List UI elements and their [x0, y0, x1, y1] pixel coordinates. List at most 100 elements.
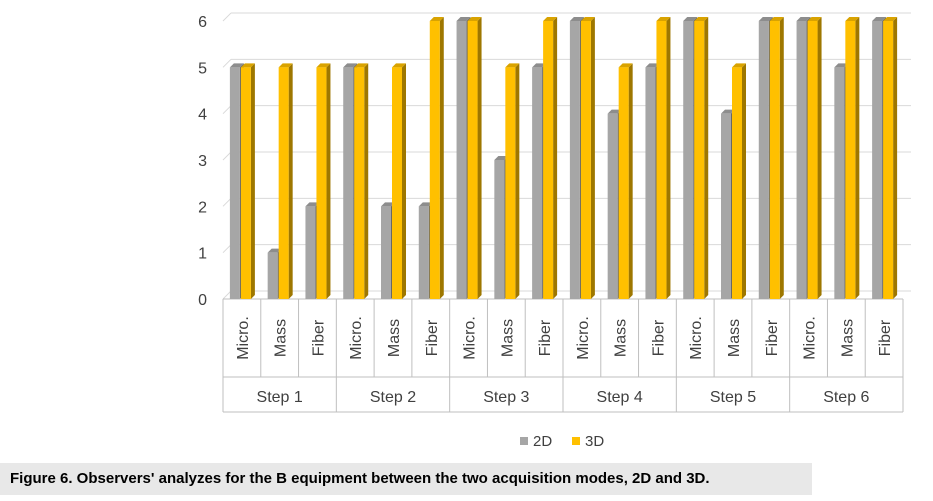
bar-2d — [721, 113, 731, 300]
bar-top — [645, 63, 660, 68]
x-tick-label: Fiber — [650, 319, 667, 356]
bar-2d — [229, 67, 240, 299]
bar-3d — [694, 21, 705, 299]
bar-2d — [343, 67, 354, 299]
group-label: Step 2 — [370, 389, 416, 406]
y-tick-label: 1 — [198, 246, 207, 263]
legend-label-3d: 3D — [585, 433, 604, 450]
bar-top — [618, 63, 633, 68]
bar-side — [666, 17, 671, 299]
x-tick-label: Micro. — [575, 316, 592, 360]
bar-side — [364, 63, 369, 300]
bar-2d — [683, 21, 694, 299]
bar-side — [288, 63, 293, 300]
bar-side — [742, 63, 746, 300]
bar-2d — [456, 21, 467, 299]
x-tick-label: Fiber — [424, 319, 441, 356]
legend-swatch-2d — [520, 437, 528, 445]
x-tick-label: Mass — [386, 319, 403, 357]
bar-top — [381, 202, 395, 207]
bar-2d — [607, 113, 618, 300]
bar-3d — [392, 67, 402, 299]
bar-side — [326, 63, 331, 300]
bar-3d — [580, 21, 591, 299]
bar-3d — [656, 21, 667, 299]
x-tick-label: Mass — [839, 319, 856, 357]
bar-2d — [834, 67, 845, 299]
bar-top — [580, 17, 595, 21]
bar-2d — [494, 160, 505, 299]
bar-top — [467, 17, 482, 21]
bar-top — [456, 17, 471, 21]
bar-top — [494, 156, 509, 160]
y-tick-label: 5 — [198, 60, 207, 77]
bar-top — [429, 17, 444, 21]
bar-3d — [883, 21, 894, 299]
bar-top — [769, 17, 784, 21]
bar-side — [553, 17, 558, 299]
bar-2d — [796, 21, 807, 299]
bar-3d — [505, 67, 516, 299]
bar-side — [628, 63, 633, 300]
gridline-diag — [222, 58, 232, 68]
x-tick-label: Mass — [613, 319, 630, 357]
y-tick-label: 6 — [198, 14, 207, 31]
bar-3d — [278, 67, 289, 299]
bar-top — [418, 202, 433, 207]
x-tick-label: Micro. — [348, 316, 365, 360]
gridline-diag — [222, 105, 232, 115]
x-tick-label: Mass — [726, 319, 743, 357]
bar-top — [343, 63, 358, 68]
y-tick-label: 3 — [198, 153, 207, 170]
bar-3d — [807, 21, 818, 299]
bar-top — [316, 63, 331, 68]
bar-3d — [769, 21, 780, 299]
bar-top — [392, 63, 406, 68]
bar-2d — [267, 252, 278, 299]
legend-swatch-3d — [572, 437, 580, 445]
bar-top — [845, 17, 860, 21]
bar-top — [532, 63, 547, 68]
figure-caption: Figure 6. Observers' analyzes for the B … — [0, 463, 812, 495]
bar-side — [893, 17, 898, 299]
bar-side — [250, 63, 255, 300]
bar-3d — [618, 67, 629, 299]
bar-top — [683, 17, 698, 21]
bar-top — [505, 63, 520, 68]
bar-top — [834, 63, 849, 68]
bar-side — [779, 17, 784, 299]
x-tick-label: Micro. — [235, 316, 252, 360]
bar-3d — [316, 67, 327, 299]
bar-top — [229, 63, 244, 68]
x-tick-label: Fiber — [877, 319, 894, 356]
bar-side — [439, 17, 444, 299]
gridline-diag — [222, 12, 232, 22]
bar-3d — [354, 67, 365, 299]
x-tick-label: Fiber — [310, 319, 327, 356]
bar-3d — [429, 21, 440, 299]
legend-label-2d: 2D — [533, 433, 552, 450]
bar-top — [796, 17, 811, 21]
gridline-diag — [222, 197, 232, 207]
x-tick-label: Micro. — [802, 316, 819, 360]
bar-top — [758, 17, 773, 21]
bar-2d — [645, 67, 656, 299]
bar-2d — [532, 67, 543, 299]
bar-top — [883, 17, 898, 21]
x-tick-label: Fiber — [764, 319, 781, 356]
bar-side — [477, 17, 482, 299]
bar-top — [656, 17, 671, 21]
y-tick-label: 2 — [198, 199, 207, 216]
gridline-diag — [222, 244, 232, 254]
bar-2d — [872, 21, 883, 299]
bar-top — [543, 17, 558, 21]
y-tick-label: 0 — [198, 292, 207, 309]
group-label: Step 6 — [823, 389, 869, 406]
group-label: Step 3 — [483, 389, 529, 406]
bar-3d — [543, 21, 554, 299]
bar-2d — [569, 21, 580, 299]
bar-top — [721, 109, 735, 114]
bar-2d — [381, 206, 391, 299]
bar-top — [694, 17, 709, 21]
